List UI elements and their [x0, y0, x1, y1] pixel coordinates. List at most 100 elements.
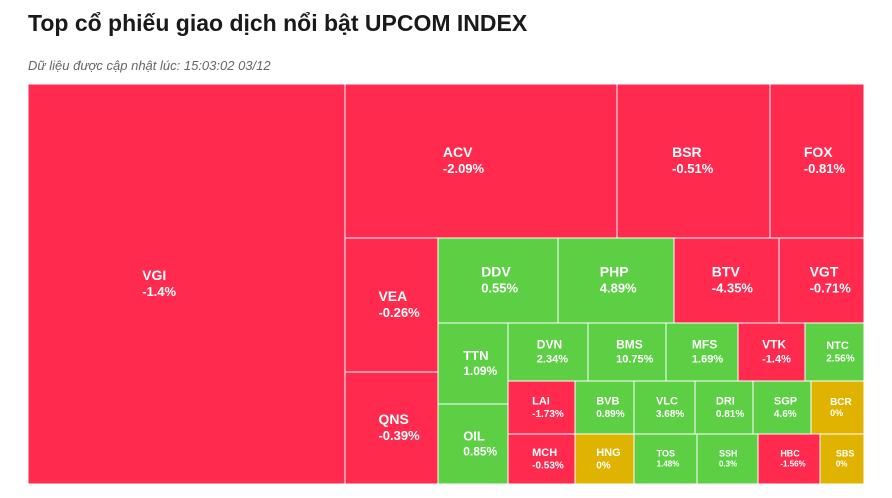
tile-rect-hng	[574, 433, 635, 485]
tile-ticker-bcr: BCR	[830, 397, 852, 408]
tile-change-dvn: 2.34%	[537, 353, 568, 365]
tile-change-php: 4.89%	[600, 281, 637, 296]
tile-rect-qns	[344, 371, 439, 485]
tile-rect-bms	[587, 322, 667, 382]
tile-change-bms: 10.75%	[616, 353, 654, 365]
tile-rect-vlc	[633, 380, 696, 435]
tile-rect-ssh	[696, 433, 759, 485]
treemap-tile-vtk[interactable]: VTK-1.4%	[737, 322, 806, 382]
tile-ticker-hbc: HBC	[780, 449, 800, 459]
tile-change-ddv: 0.55%	[481, 281, 518, 296]
tile-change-btv: -4.35%	[712, 281, 754, 296]
tile-change-vtk: -1.4%	[762, 353, 791, 365]
tile-ticker-php: PHP	[600, 264, 629, 280]
tile-rect-lai	[507, 380, 576, 435]
tile-ticker-vea: VEA	[378, 288, 407, 304]
tile-change-sbs: 0%	[836, 460, 848, 469]
tile-change-vgt: -0.71%	[810, 281, 852, 296]
tile-ticker-ttn: TTN	[463, 348, 488, 363]
tile-ticker-dri: DRI	[716, 396, 735, 408]
tile-ticker-lai: LAI	[532, 396, 550, 408]
tile-rect-ttn	[437, 322, 509, 405]
tile-ticker-vtk: VTK	[762, 338, 786, 352]
tile-ticker-qns: QNS	[378, 411, 408, 427]
tile-change-tos: 1.48%	[657, 460, 680, 469]
tile-ticker-sgp: SGP	[774, 396, 797, 408]
tile-ticker-tos: TOS	[657, 449, 675, 459]
tile-rect-dri	[694, 380, 754, 435]
tile-change-oil: 0.85%	[463, 444, 497, 458]
treemap-tile-qns[interactable]: QNS-0.39%	[344, 371, 439, 485]
update-timestamp: Dữ liệu được cập nhật lúc: 15:03:02 03/1…	[28, 58, 271, 73]
tile-change-hbc: -1.56%	[780, 460, 805, 469]
treemap-tile-mch[interactable]: MCH-0.53%	[507, 433, 576, 485]
tile-rect-btv	[673, 237, 780, 324]
tile-change-hng: 0%	[596, 460, 611, 471]
tile-rect-oil	[437, 403, 509, 485]
treemap-tile-vgt[interactable]: VGT-0.71%	[778, 237, 865, 324]
treemap-tile-fox[interactable]: FOX-0.81%	[769, 83, 865, 239]
tile-rect-sgp	[752, 380, 812, 435]
tile-ticker-btv: BTV	[712, 264, 741, 280]
tile-ticker-bsr: BSR	[672, 144, 702, 160]
tile-ticker-bvb: BVB	[596, 396, 619, 408]
tile-change-lai: -1.73%	[532, 409, 564, 420]
tile-change-bvb: 0.89%	[596, 409, 624, 420]
tile-rect-vtk	[737, 322, 806, 382]
page-title: Top cổ phiếu giao dịch nổi bật UPCOM IND…	[28, 10, 528, 36]
tile-ticker-ddv: DDV	[481, 264, 511, 280]
tile-rect-ntc	[804, 322, 865, 382]
tile-change-vlc: 3.68%	[656, 409, 684, 420]
tile-rect-sbs	[819, 433, 865, 485]
treemap-tile-hbc[interactable]: HBC-1.56%	[757, 433, 821, 485]
tile-rect-vgi	[27, 83, 346, 485]
tile-change-vgi: -1.4%	[142, 284, 176, 299]
tile-change-vea: -0.26%	[378, 305, 420, 320]
tile-change-ttn: 1.09%	[463, 364, 497, 378]
tile-rect-mfs	[665, 322, 739, 382]
tile-rect-acv	[344, 83, 618, 239]
tile-change-dri: 0.81%	[716, 409, 744, 420]
treemap-tile-vea[interactable]: VEA-0.26%	[344, 237, 439, 373]
treemap-tile-lai[interactable]: LAI-1.73%	[507, 380, 576, 435]
tile-ticker-mch: MCH	[532, 447, 557, 459]
tile-change-mch: -0.53%	[532, 460, 564, 471]
tile-ticker-mfs: MFS	[692, 338, 717, 352]
tile-change-sgp: 4.6%	[774, 409, 797, 420]
tile-ticker-fox: FOX	[804, 144, 833, 160]
tile-change-acv: -2.09%	[443, 161, 485, 176]
tile-ticker-vgi: VGI	[142, 267, 166, 283]
treemap-tile-btv[interactable]: BTV-4.35%	[673, 237, 780, 324]
tile-ticker-vgt: VGT	[810, 264, 839, 280]
tile-rect-bcr	[810, 380, 865, 435]
tile-ticker-sbs: SBS	[836, 449, 855, 459]
tile-ticker-vlc: VLC	[656, 396, 678, 408]
treemap-tile-vgi[interactable]: VGI-1.4%	[27, 83, 346, 485]
treemap-tile-acv[interactable]: ACV-2.09%	[344, 83, 618, 239]
tile-rect-vgt	[778, 237, 865, 324]
tile-change-mfs: 1.69%	[692, 353, 723, 365]
tile-change-fox: -0.81%	[804, 161, 846, 176]
treemap-tile-bsr[interactable]: BSR-0.51%	[616, 83, 771, 239]
tile-ticker-hng: HNG	[596, 447, 620, 459]
tile-rect-php	[557, 237, 675, 324]
tile-rect-bvb	[574, 380, 635, 435]
